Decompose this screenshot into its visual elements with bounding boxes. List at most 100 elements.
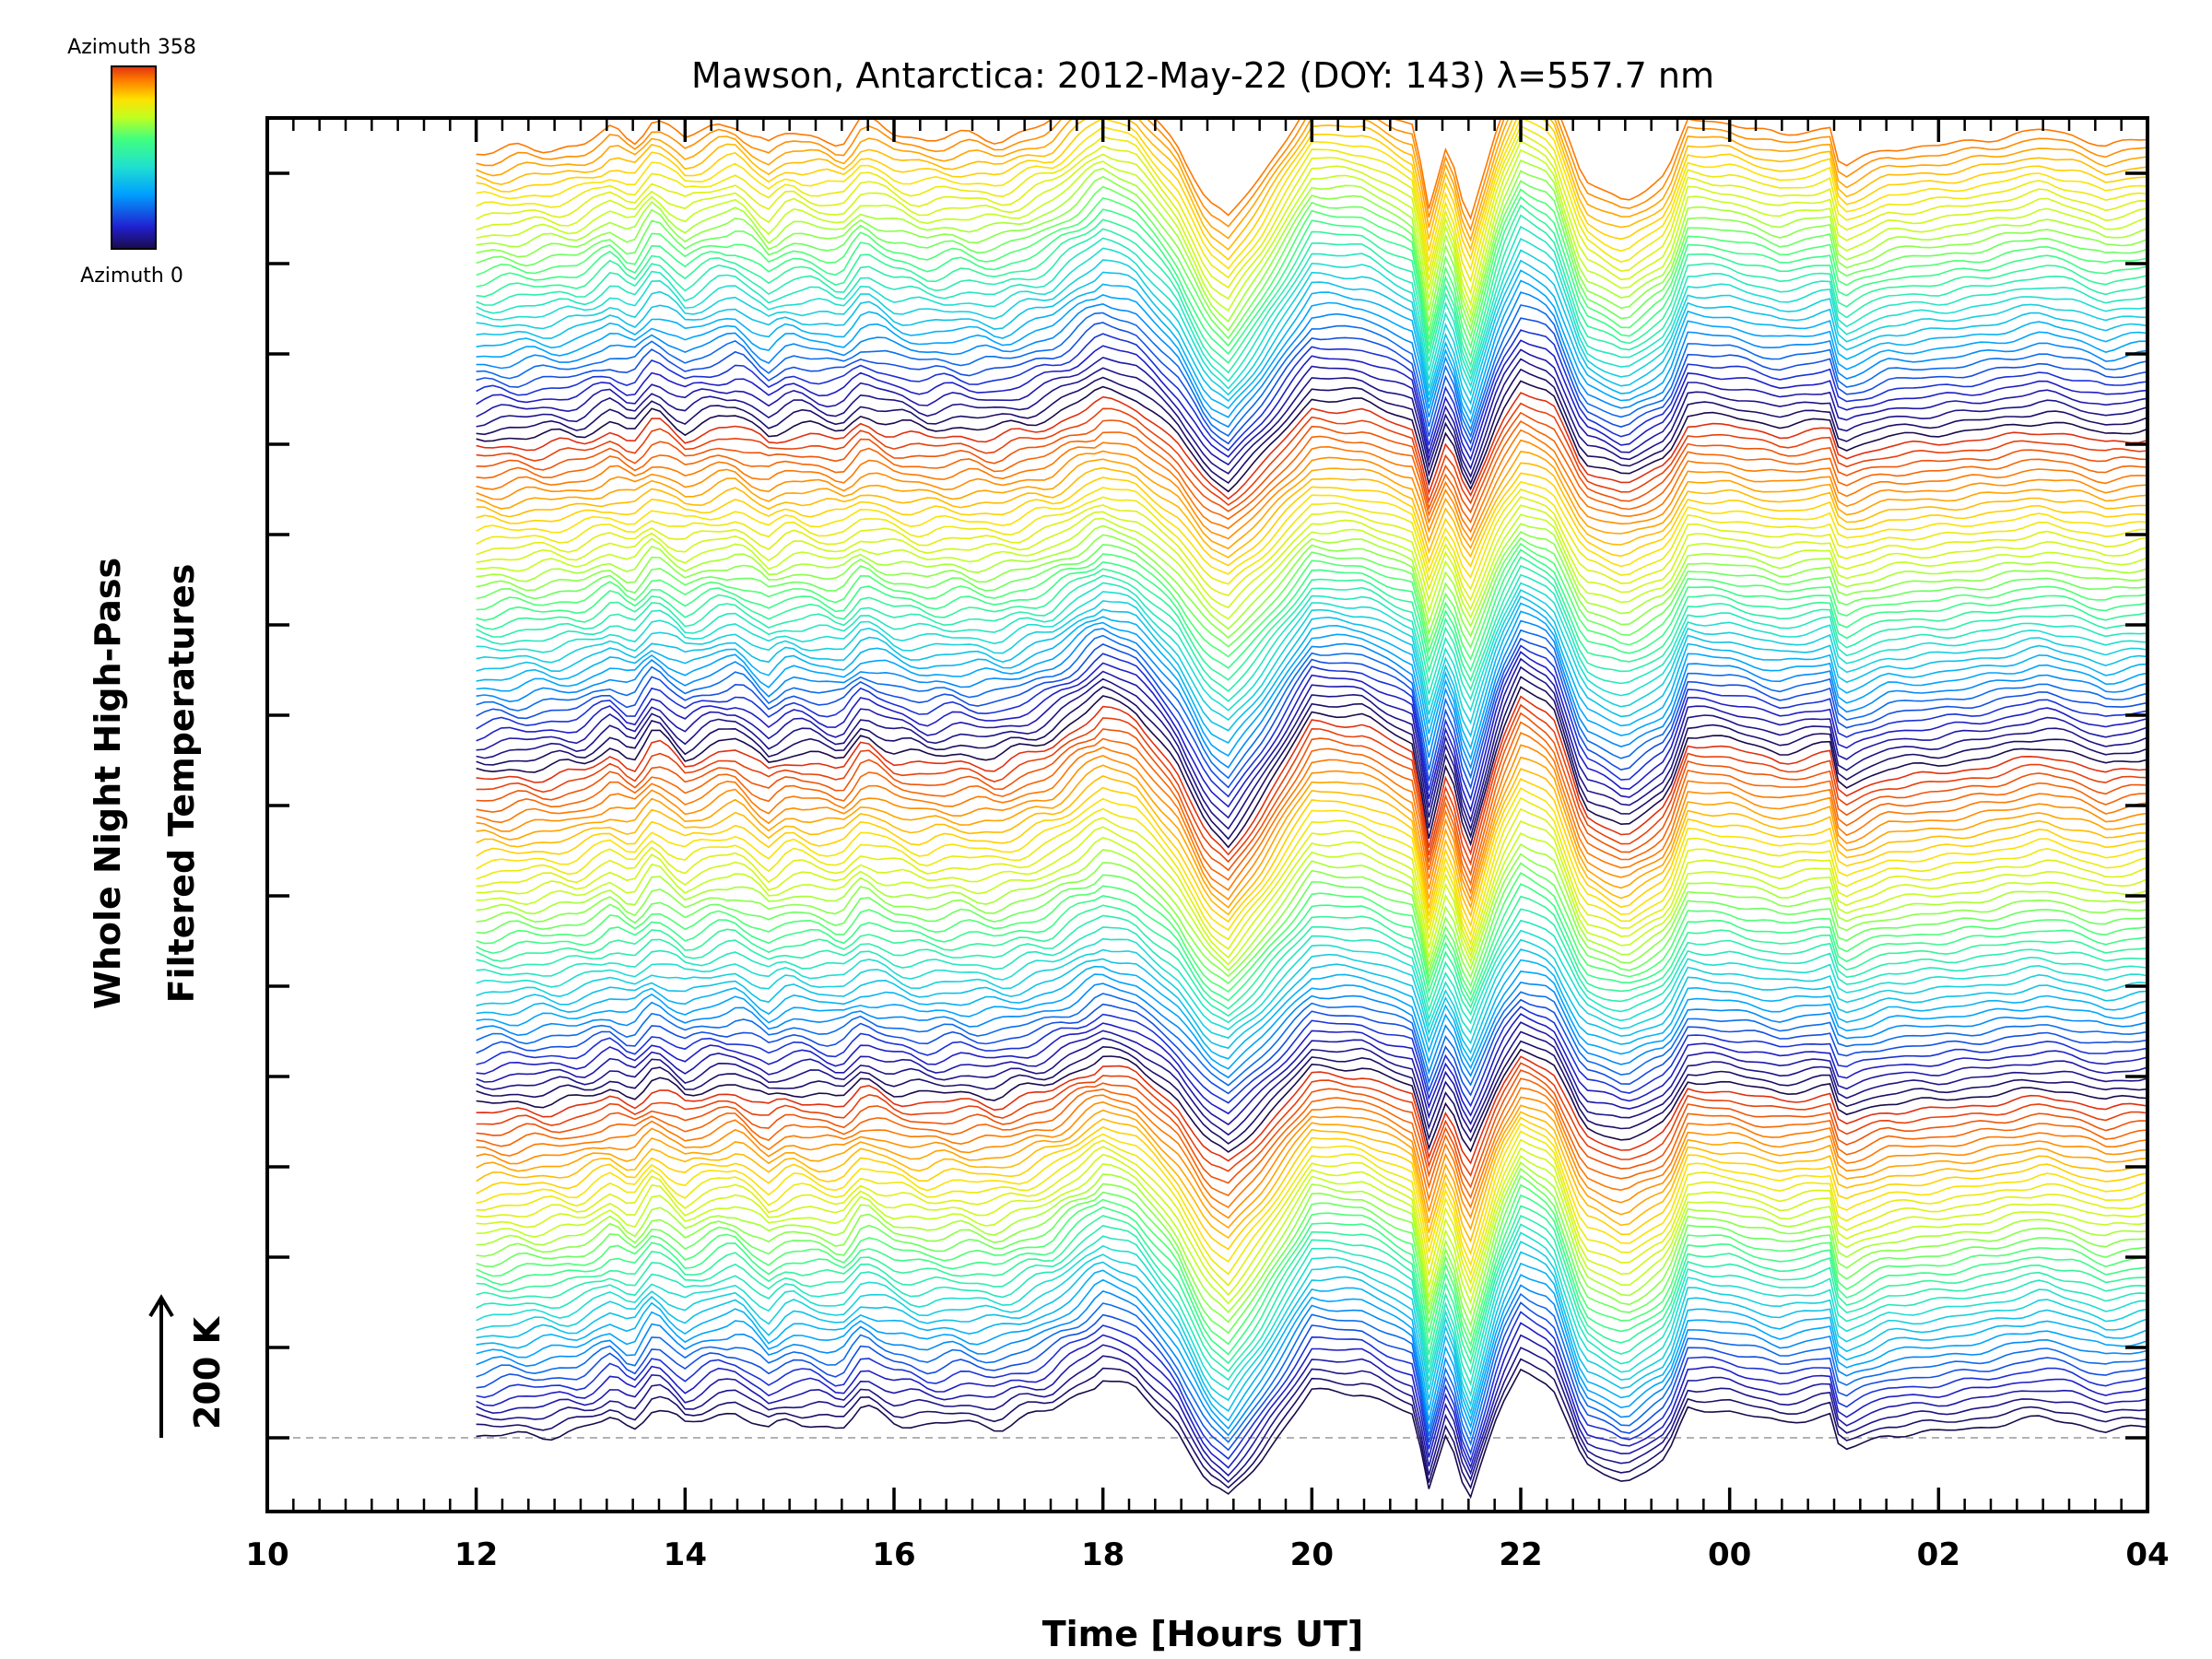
series-line — [476, 676, 2147, 841]
series-line — [476, 832, 2147, 966]
series-line — [476, 948, 2147, 1054]
series-line — [476, 756, 2147, 910]
series-line — [476, 1104, 2147, 1231]
series-line — [476, 573, 2147, 702]
x-tick-label: 04 — [2125, 1536, 2169, 1573]
series-line — [476, 548, 2147, 673]
series-line — [476, 279, 2147, 425]
series-line — [476, 504, 2147, 611]
series-line — [476, 180, 2147, 340]
series-line — [476, 159, 2147, 324]
series-line — [476, 496, 2147, 602]
scale-label: 200 K — [187, 1315, 228, 1430]
x-axis-label: Time [Hours UT] — [1042, 1614, 1364, 1654]
series-line — [476, 1069, 2147, 1189]
series-line — [476, 796, 2147, 946]
series-line — [476, 556, 2147, 682]
series-line — [476, 1087, 2147, 1209]
series-line — [476, 768, 2147, 918]
series-line — [476, 411, 2147, 514]
series-line — [476, 1013, 2147, 1117]
series-line — [476, 380, 2147, 493]
series-line — [476, 703, 2147, 866]
y-axis-label-line-2: Filtered Temperatures — [161, 564, 202, 1004]
series-line — [476, 1334, 2147, 1477]
series-line — [476, 1241, 2147, 1407]
series-line — [476, 1262, 2147, 1422]
series-line — [476, 732, 2147, 895]
series-line — [476, 1274, 2147, 1430]
series-line — [476, 140, 2147, 307]
series-line — [476, 595, 2147, 738]
series-line — [476, 118, 2147, 220]
series-line — [476, 472, 2147, 568]
series-line — [476, 1116, 2147, 1256]
series-line — [476, 118, 2147, 242]
series-line — [476, 929, 2147, 1035]
series-line — [476, 225, 2147, 382]
series-line — [476, 895, 2147, 1010]
series-line — [476, 420, 2147, 524]
series-line — [476, 657, 2147, 823]
series-line — [476, 998, 2147, 1097]
series-line — [476, 1194, 2147, 1357]
series-line — [476, 602, 2147, 750]
series-line — [476, 1223, 2147, 1387]
series-line — [476, 1358, 2147, 1490]
series-line — [476, 1048, 2147, 1153]
series-line — [476, 1055, 2147, 1165]
x-tick-label: 16 — [872, 1536, 915, 1573]
y-axis-label: Whole Night High-Pass Filtered Temperatu… — [88, 558, 202, 1009]
series-line — [476, 1155, 2147, 1305]
series-line — [476, 1322, 2147, 1470]
series-line — [476, 582, 2147, 712]
series-line — [476, 429, 2147, 534]
series-line — [476, 1251, 2147, 1416]
series-line — [476, 269, 2147, 416]
series-line — [476, 317, 2147, 445]
series-line — [476, 919, 2147, 1025]
series-line — [476, 249, 2147, 396]
colorbar — [111, 65, 157, 250]
series-line — [476, 787, 2147, 937]
series-line — [476, 118, 2147, 232]
series-line — [476, 908, 2147, 1018]
series-line — [476, 402, 2147, 506]
series-line — [476, 488, 2147, 591]
chart-title: Mawson, Antarctica: 2012-May-22 (DOY: 14… — [691, 55, 1714, 96]
series-line — [476, 1183, 2147, 1347]
series-line — [476, 1174, 2147, 1338]
series-line — [476, 637, 2147, 790]
series-line — [476, 238, 2147, 390]
series-line — [476, 1292, 2147, 1447]
series-line — [476, 513, 2147, 620]
series-line — [476, 188, 2147, 349]
x-tick-label: 22 — [1499, 1536, 1542, 1573]
series-line — [476, 843, 2147, 971]
series-line — [476, 1123, 2147, 1267]
x-tick-label: 00 — [1708, 1536, 1751, 1573]
colorbar-bottom-label: Azimuth 0 — [80, 265, 183, 288]
series-line — [476, 695, 2147, 856]
x-tick-label: 12 — [454, 1536, 498, 1573]
y-axis-label-line-1: Whole Night High-Pass — [88, 558, 128, 1009]
series-group — [476, 118, 2147, 1500]
x-tick-label: 14 — [664, 1536, 707, 1573]
plot-area — [265, 116, 2149, 1513]
series-line — [476, 259, 2147, 406]
x-axis: 10 12 14 16 18 20 22 00 02 04 — [245, 118, 2170, 1573]
series-line — [476, 778, 2147, 928]
series-line — [476, 1311, 2147, 1464]
series-line — [476, 204, 2147, 369]
series-line — [476, 530, 2147, 639]
series-line — [476, 971, 2147, 1070]
series-line — [476, 1130, 2147, 1277]
series-line — [476, 853, 2147, 980]
series-line — [476, 214, 2147, 376]
series-line — [476, 462, 2147, 559]
series-line — [476, 665, 2147, 831]
series-line — [476, 712, 2147, 877]
series-line — [476, 1006, 2147, 1108]
series-line — [476, 451, 2147, 550]
